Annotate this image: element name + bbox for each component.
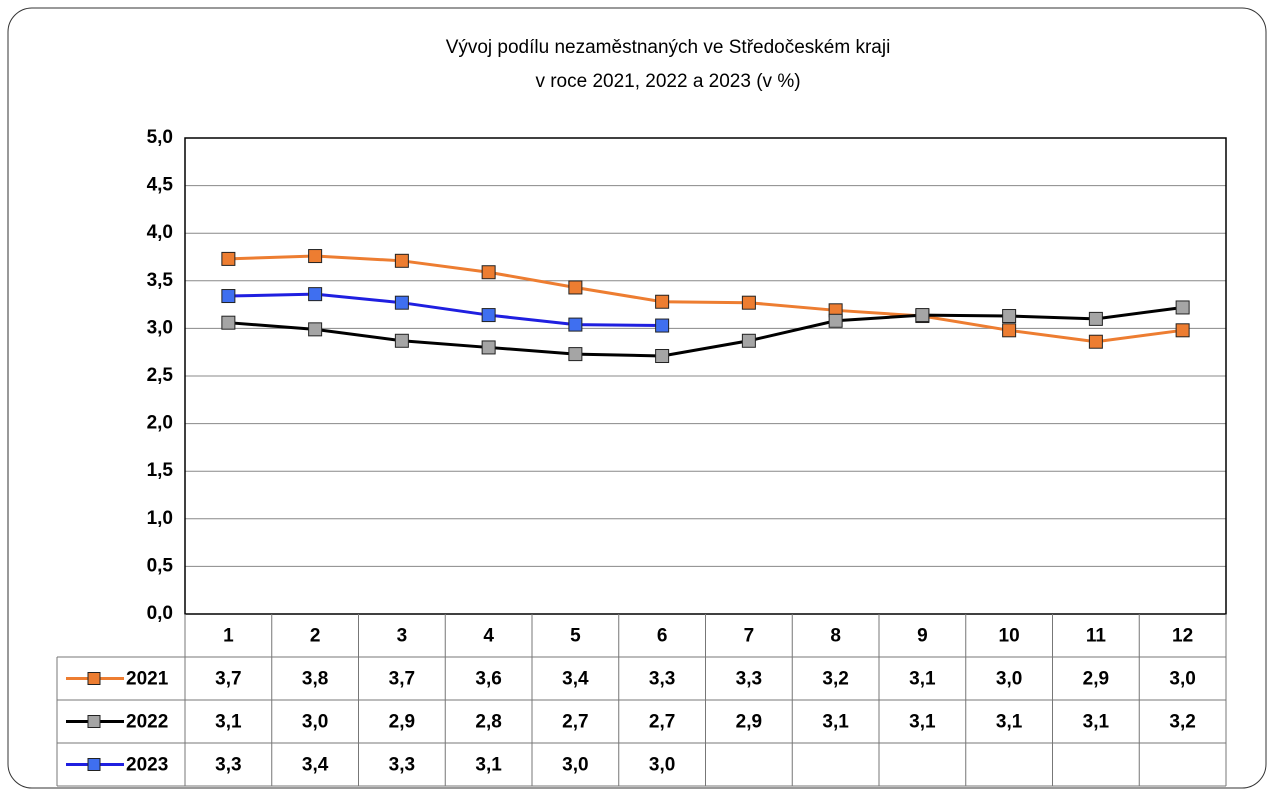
data-label: 3,0 xyxy=(302,712,328,733)
data-label: 3,0 xyxy=(996,669,1022,690)
legend-marker xyxy=(87,758,101,771)
y-tick-label: 0,0 xyxy=(147,603,173,624)
point xyxy=(308,249,323,264)
series-line xyxy=(228,254,1183,344)
x-tick-label: 7 xyxy=(744,626,755,647)
point xyxy=(221,289,236,304)
data-label: 2,9 xyxy=(1083,669,1109,690)
y-tick-label: 1,5 xyxy=(147,460,174,481)
data-label: 3,2 xyxy=(822,669,848,690)
y-tick-label: 4,5 xyxy=(147,175,174,196)
data-label: 3,3 xyxy=(389,755,415,776)
data-label: 2,7 xyxy=(562,712,588,733)
data-label: 3,1 xyxy=(909,669,936,690)
x-tick-label: 11 xyxy=(1086,626,1107,647)
data-label: 3,4 xyxy=(302,755,329,776)
point xyxy=(308,322,323,337)
y-tick-label: 5,0 xyxy=(147,127,173,148)
x-tick-label: 6 xyxy=(657,626,668,647)
data-label: 3,1 xyxy=(475,755,502,776)
point xyxy=(221,251,236,266)
point xyxy=(394,295,409,310)
data-label: 3,2 xyxy=(1169,712,1195,733)
x-tick-label: 4 xyxy=(483,626,494,647)
point xyxy=(1175,323,1190,338)
data-label: 2,8 xyxy=(475,712,501,733)
data-label: 3,0 xyxy=(1169,669,1195,690)
legend-label: 2023 xyxy=(126,755,168,776)
y-tick-label: 4,0 xyxy=(147,222,173,243)
legend-marker xyxy=(87,715,101,728)
x-tick-label: 10 xyxy=(999,626,1020,647)
point xyxy=(828,313,843,328)
data-label: 3,3 xyxy=(649,669,675,690)
data-label: 3,4 xyxy=(562,669,589,690)
point xyxy=(655,318,670,333)
data-label: 3,6 xyxy=(475,669,501,690)
data-label: 3,7 xyxy=(215,669,241,690)
y-tick-label: 3,0 xyxy=(147,317,173,338)
x-tick-label: 8 xyxy=(830,626,841,647)
data-label: 3,1 xyxy=(996,712,1023,733)
point xyxy=(568,280,583,295)
x-tick-label: 2 xyxy=(310,626,321,647)
chart-title: Vývoj podílu nezaměstnaných ve Středočes… xyxy=(446,37,891,58)
y-tick-label: 2,0 xyxy=(147,413,173,434)
series-line xyxy=(228,305,1183,358)
y-tick-label: 3,5 xyxy=(147,270,174,291)
data-label: 3,1 xyxy=(1083,712,1110,733)
data-label: 3,0 xyxy=(562,755,588,776)
legend-label: 2022 xyxy=(126,712,168,733)
x-tick-label: 12 xyxy=(1172,626,1193,647)
x-tick-label: 5 xyxy=(570,626,581,647)
y-tick-label: 0,5 xyxy=(147,555,174,576)
data-label: 3,3 xyxy=(215,755,241,776)
point xyxy=(915,308,930,323)
data-label: 2,9 xyxy=(389,712,415,733)
point xyxy=(741,295,756,310)
data-label: 3,0 xyxy=(649,755,675,776)
series-line xyxy=(228,292,663,328)
y-tick-label: 1,0 xyxy=(147,508,173,529)
data-label: 2,7 xyxy=(649,712,675,733)
frame xyxy=(7,7,1267,789)
point xyxy=(481,265,496,280)
legend-marker xyxy=(87,672,101,685)
data-label: 3,1 xyxy=(909,712,936,733)
point xyxy=(655,349,670,364)
point xyxy=(568,347,583,362)
chart-title: v roce 2021, 2022 a 2023 (v %) xyxy=(535,71,800,92)
point xyxy=(1088,311,1103,326)
data-label: 3,8 xyxy=(302,669,328,690)
x-tick-label: 1 xyxy=(223,626,234,647)
x-tick-label: 3 xyxy=(397,626,408,647)
point xyxy=(481,340,496,355)
point xyxy=(1002,323,1017,338)
point xyxy=(481,308,496,323)
data-label: 3,1 xyxy=(215,712,242,733)
point xyxy=(655,294,670,309)
data-label: 3,3 xyxy=(736,669,762,690)
y-tick-label: 2,5 xyxy=(147,365,174,386)
point xyxy=(394,333,409,348)
point xyxy=(741,333,756,348)
data-label: 3,7 xyxy=(389,669,415,690)
data-label: 3,1 xyxy=(822,712,849,733)
point xyxy=(568,317,583,332)
data-label: 2,9 xyxy=(736,712,762,733)
point xyxy=(394,253,409,268)
point xyxy=(1175,300,1190,315)
point xyxy=(221,315,236,330)
legend-label: 2021 xyxy=(126,669,169,690)
point xyxy=(1088,334,1103,349)
point xyxy=(308,287,323,302)
x-tick-label: 9 xyxy=(917,626,928,647)
point xyxy=(1002,309,1017,324)
